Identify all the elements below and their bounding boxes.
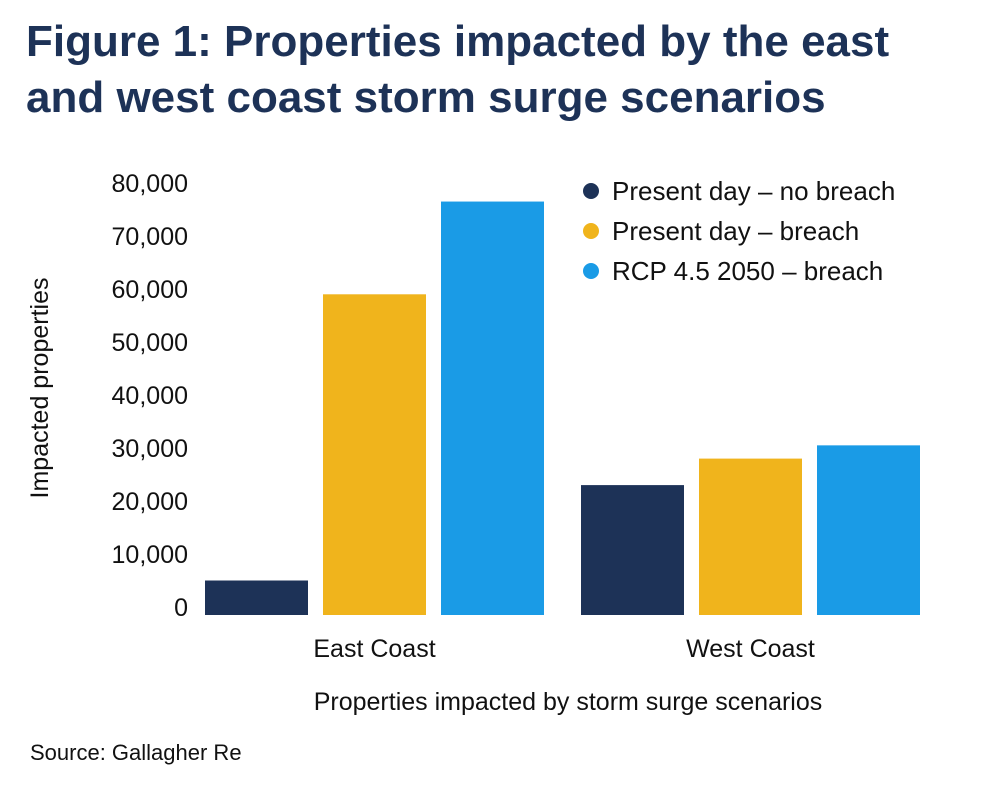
source-note: Source: Gallagher Re <box>30 740 242 765</box>
x-tick-label: East Coast <box>313 635 435 663</box>
y-axis-title: Impacted properties <box>26 278 54 499</box>
x-axis-title: Properties impacted by storm surge scena… <box>314 688 823 716</box>
y-tick-label: 70,000 <box>112 223 188 251</box>
bar-west-coast-series-0 <box>581 485 684 615</box>
y-tick-label: 80,000 <box>112 170 188 198</box>
x-axis-ticks: East Coast West Coast <box>313 635 815 663</box>
bars <box>205 201 920 616</box>
legend-label: RCP 4.5 2050 – breach <box>612 256 883 286</box>
legend-label: Present day – no breach <box>612 176 895 206</box>
y-tick-label: 20,000 <box>112 488 188 516</box>
legend-marker <box>583 263 599 279</box>
legend-marker <box>583 183 599 199</box>
y-tick-label: 0 <box>174 594 188 622</box>
bar-east-coast-series-1 <box>323 294 426 615</box>
y-tick-label: 50,000 <box>112 329 188 357</box>
y-tick-label: 40,000 <box>112 382 188 410</box>
bar-chart: 0 10,000 20,000 30,000 40,000 50,000 60,000 70,… <box>26 170 920 716</box>
bar-west-coast-series-2 <box>817 445 920 615</box>
x-tick-label: West Coast <box>686 635 815 663</box>
bar-east-coast-series-0 <box>205 580 308 615</box>
bar-east-coast-series-2 <box>441 201 544 616</box>
y-tick-label: 60,000 <box>112 276 188 304</box>
legend-marker <box>583 223 599 239</box>
y-tick-label: 30,000 <box>112 435 188 463</box>
legend: Present day – no breach Present day – bre… <box>583 176 895 286</box>
y-tick-label: 10,000 <box>112 541 188 569</box>
chart-title: Figure 1: Properties impacted by the eas… <box>26 17 890 122</box>
bar-west-coast-series-1 <box>699 458 802 615</box>
y-axis-ticks: 0 10,000 20,000 30,000 40,000 50,000 60,000 70,… <box>112 170 188 622</box>
legend-label: Present day – breach <box>612 216 859 246</box>
